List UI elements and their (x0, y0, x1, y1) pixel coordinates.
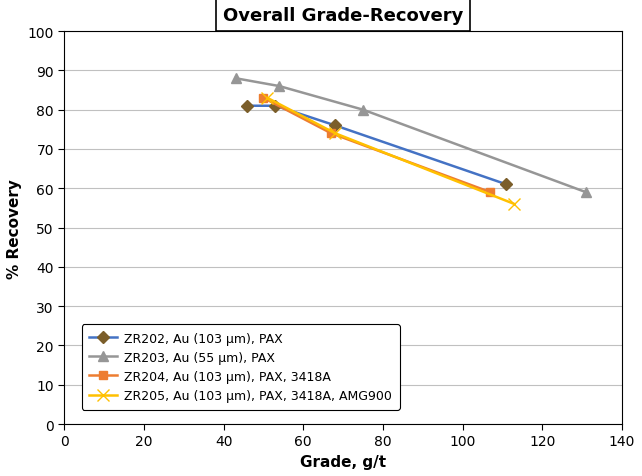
ZR204, Au (103 μm), PAX, 3418A (487, 190, 494, 196)
ZR202, Au (103 μm), PAX (503, 182, 510, 188)
X-axis label: Grade, g/t: Grade, g/t (300, 454, 386, 469)
ZR202, Au (103 μm), PAX (331, 123, 339, 129)
ZR204, Au (103 μm), PAX, 3418A (327, 131, 335, 137)
ZR205, Au (103 μm), PAX, 3418A, AMG900 (331, 131, 339, 137)
ZR205, Au (103 μm), PAX, 3418A, AMG900 (264, 96, 272, 101)
ZR204, Au (103 μm), PAX, 3418A (259, 96, 267, 101)
ZR203, Au (55 μm), PAX (582, 190, 590, 196)
Title: Overall Grade-Recovery: Overall Grade-Recovery (223, 7, 464, 25)
Line: ZR204, Au (103 μm), PAX, 3418A: ZR204, Au (103 μm), PAX, 3418A (259, 95, 494, 197)
ZR203, Au (55 μm), PAX (359, 108, 367, 113)
Legend: ZR202, Au (103 μm), PAX, ZR203, Au (55 μm), PAX, ZR204, Au (103 μm), PAX, 3418A,: ZR202, Au (103 μm), PAX, ZR203, Au (55 μ… (82, 325, 399, 410)
ZR203, Au (55 μm), PAX (232, 76, 239, 82)
Line: ZR203, Au (55 μm), PAX: ZR203, Au (55 μm), PAX (230, 74, 591, 198)
ZR203, Au (55 μm), PAX (275, 84, 283, 90)
Y-axis label: % Recovery: % Recovery (7, 178, 22, 278)
ZR205, Au (103 μm), PAX, 3418A, AMG900 (510, 202, 518, 208)
Line: ZR205, Au (103 μm), PAX, 3418A, AMG900: ZR205, Au (103 μm), PAX, 3418A, AMG900 (262, 93, 520, 210)
Line: ZR202, Au (103 μm), PAX: ZR202, Au (103 μm), PAX (243, 102, 510, 189)
ZR202, Au (103 μm), PAX (244, 104, 252, 109)
ZR202, Au (103 μm), PAX (272, 104, 279, 109)
